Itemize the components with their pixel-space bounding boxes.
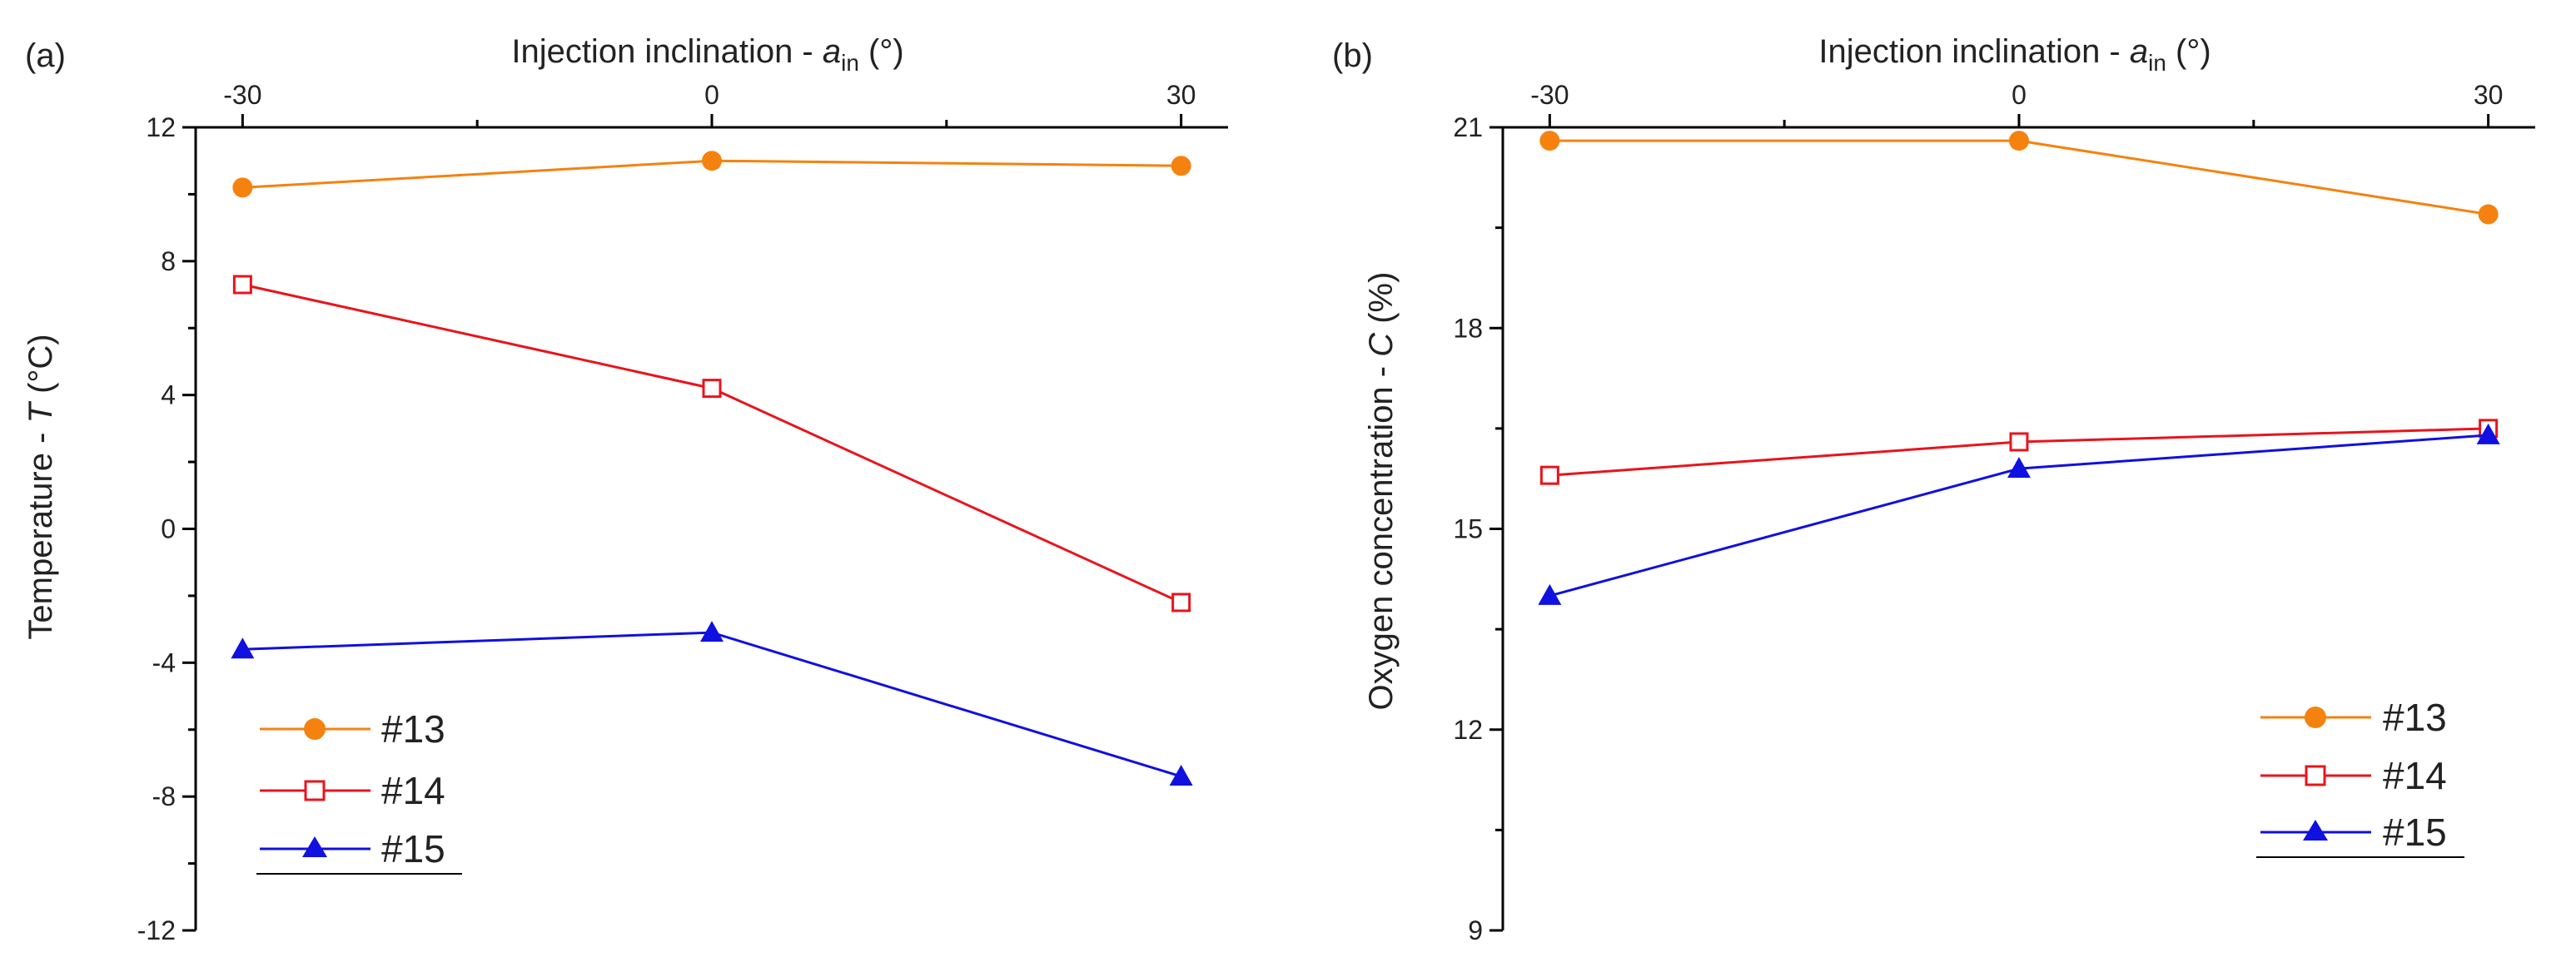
panel-label: (b) [1332, 37, 1373, 74]
y-tick-label: 18 [1453, 313, 1483, 343]
panel-b-oxygen-chart: (b) Injection inclination - ain (°) Oxyg… [1332, 33, 2535, 945]
y-tick-label: 9 [1468, 915, 1483, 945]
x-tick-label: -30 [223, 80, 261, 110]
data-point [1171, 593, 1191, 612]
legend: #13 #14 #15 [2256, 696, 2464, 858]
y-axis-unit: (°C) [22, 334, 59, 403]
y-axis-symbol: T [22, 400, 59, 423]
legend-marker [2303, 820, 2328, 841]
series-line [242, 283, 1182, 604]
y-tick-label: 12 [146, 112, 176, 142]
legend-label: #15 [381, 827, 445, 870]
legend-label: #13 [381, 707, 445, 751]
y-tick-label: 21 [1453, 112, 1483, 142]
data-point [2478, 204, 2499, 225]
y-ticks: 21 18 15 12 9 [1453, 112, 1503, 945]
x-axis-unit: (°) [2166, 33, 2211, 70]
legend-item: #14 [2260, 754, 2447, 797]
y-tick-label: 12 [1453, 715, 1483, 745]
y-tick-label: 0 [161, 514, 176, 544]
y-axis-title: Oxygen concentration - C (%) [1363, 272, 1400, 711]
data-point [231, 637, 255, 659]
x-tick-label: 30 [2474, 80, 2504, 110]
x-axis-symbol: a [2130, 33, 2148, 70]
series-layer [231, 151, 1193, 786]
x-tick-label: -30 [1530, 80, 1569, 110]
legend-item: #13 [260, 707, 445, 751]
data-point [232, 177, 253, 198]
y-tick-label: -4 [152, 647, 176, 677]
data-point [1538, 583, 1562, 605]
series-line [242, 631, 1182, 778]
y-tick-label: 4 [161, 380, 176, 410]
legend-marker [2305, 765, 2326, 786]
data-point [2476, 423, 2500, 444]
legend-label: #15 [2383, 811, 2447, 854]
data-point [702, 151, 722, 171]
data-point [1539, 131, 1560, 151]
x-tick-label: 0 [2012, 80, 2026, 110]
legend: #13 #14 #15 [256, 707, 462, 875]
legend-item: #15 [2260, 811, 2447, 854]
y-axis-symbol: C [1363, 332, 1400, 357]
panel-label: (a) [25, 37, 66, 74]
x-axis-subscript: in [2148, 50, 2166, 76]
y-tick-label: 8 [161, 246, 176, 276]
series-line [1549, 139, 2489, 216]
data-point [2009, 131, 2029, 151]
legend-item: #14 [260, 769, 445, 812]
legend-item: #15 [260, 827, 445, 870]
y-axis-unit: (%) [1363, 272, 1400, 333]
data-point [1171, 156, 1191, 176]
x-axis-title: Injection inclination - ain (°) [511, 33, 903, 76]
y-tick-label: -8 [152, 781, 176, 811]
x-ticks: -30 0 30 [223, 80, 1196, 127]
legend-item: #13 [2260, 696, 2447, 739]
x-tick-label: 30 [1166, 80, 1196, 110]
legend-marker [304, 780, 326, 801]
legend-marker [302, 836, 327, 857]
data-point [1169, 765, 1193, 786]
legend-marker [304, 718, 326, 740]
y-ticks: 12 8 4 0 -4 -8 -12 [137, 112, 196, 945]
series-layer [1538, 131, 2500, 605]
legend-label: #13 [2383, 696, 2447, 739]
legend-label: #14 [2383, 754, 2447, 797]
y-axis-title: Temperature - T (°C) [22, 334, 59, 639]
y-tick-label: -12 [137, 915, 176, 945]
legend-label: #14 [381, 769, 445, 812]
x-tick-label: 0 [704, 80, 719, 110]
y-tick-label: 15 [1453, 514, 1483, 544]
legend-marker [2305, 707, 2326, 728]
x-axis-unit: (°) [859, 33, 904, 70]
x-axis-subscript: in [841, 50, 859, 76]
data-point [232, 275, 252, 295]
panel-a-temperature-chart: (a) Injection inclination - ain (°) Temp… [22, 33, 1228, 945]
data-point [2009, 432, 2029, 452]
data-point [2007, 457, 2031, 479]
data-point [700, 621, 724, 642]
data-point [702, 379, 722, 399]
x-ticks: -30 0 30 [1530, 80, 2503, 127]
data-point [1539, 465, 1559, 485]
x-axis-title: Injection inclination - ain (°) [1818, 33, 2210, 76]
x-axis-symbol: a [823, 33, 841, 70]
